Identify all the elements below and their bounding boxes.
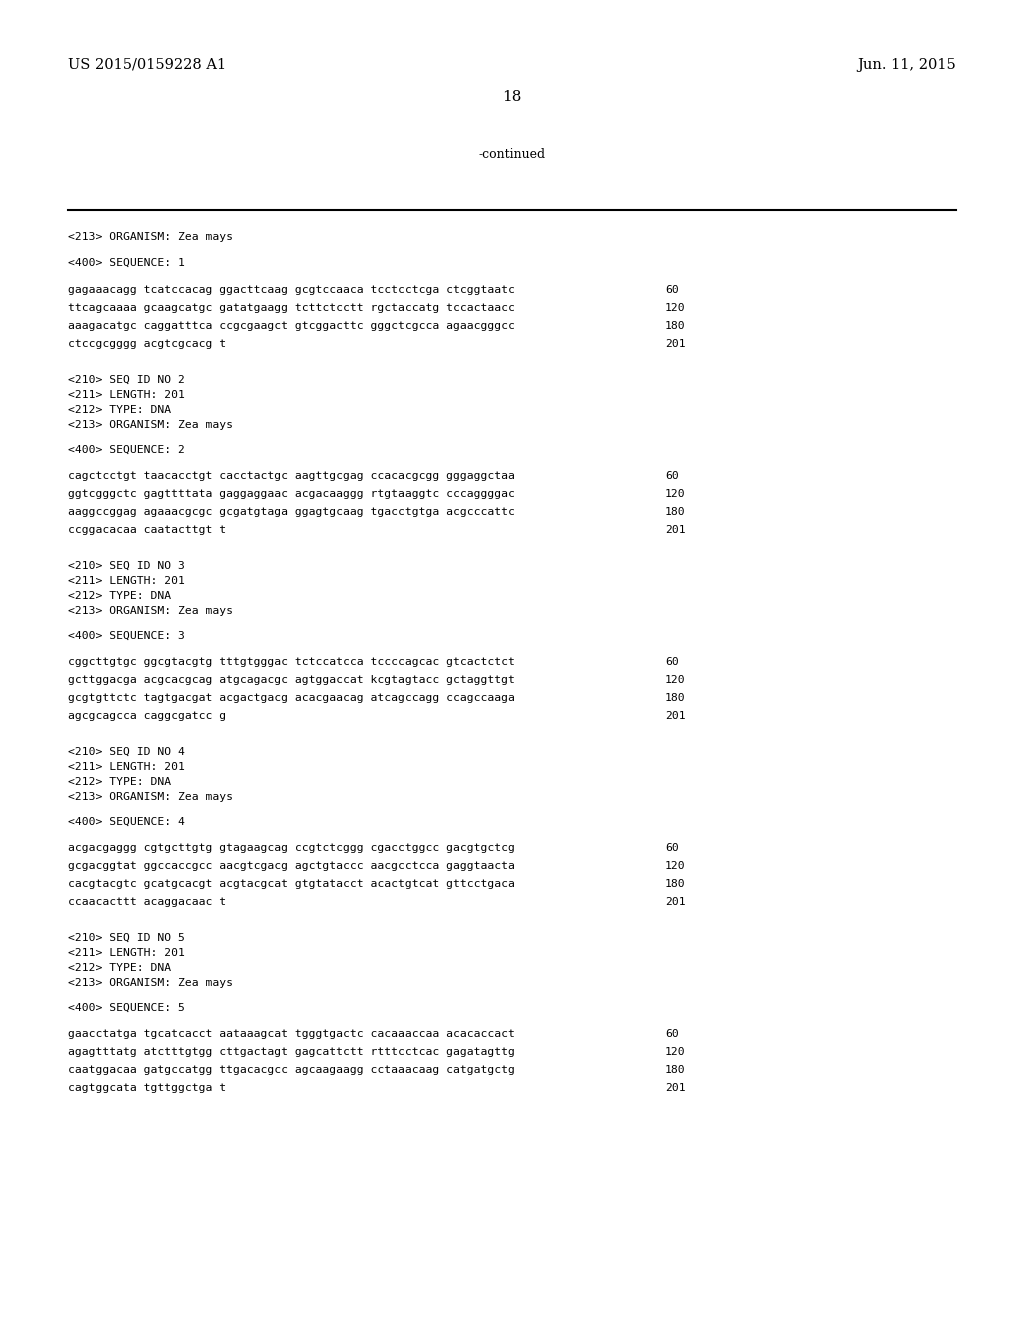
Text: 180: 180 (665, 321, 686, 331)
Text: <213> ORGANISM: Zea mays: <213> ORGANISM: Zea mays (68, 606, 233, 616)
Text: US 2015/0159228 A1: US 2015/0159228 A1 (68, 58, 226, 73)
Text: acgacgaggg cgtgcttgtg gtagaagcag ccgtctcggg cgacctggcc gacgtgctcg: acgacgaggg cgtgcttgtg gtagaagcag ccgtctc… (68, 843, 515, 853)
Text: cggcttgtgc ggcgtacgtg tttgtgggac tctccatcca tccccagcac gtcactctct: cggcttgtgc ggcgtacgtg tttgtgggac tctccat… (68, 657, 515, 667)
Text: <211> LENGTH: 201: <211> LENGTH: 201 (68, 576, 185, 586)
Text: gcttggacga acgcacgcag atgcagacgc agtggaccat kcgtagtacc gctaggttgt: gcttggacga acgcacgcag atgcagacgc agtggac… (68, 675, 515, 685)
Text: 201: 201 (665, 1082, 686, 1093)
Text: <210> SEQ ID NO 2: <210> SEQ ID NO 2 (68, 375, 185, 385)
Text: gcgtgttctc tagtgacgat acgactgacg acacgaacag atcagccagg ccagccaaga: gcgtgttctc tagtgacgat acgactgacg acacgaa… (68, 693, 515, 704)
Text: 60: 60 (665, 1030, 679, 1039)
Text: Jun. 11, 2015: Jun. 11, 2015 (857, 58, 956, 73)
Text: 120: 120 (665, 861, 686, 871)
Text: <213> ORGANISM: Zea mays: <213> ORGANISM: Zea mays (68, 420, 233, 430)
Text: <400> SEQUENCE: 2: <400> SEQUENCE: 2 (68, 445, 185, 455)
Text: <400> SEQUENCE: 3: <400> SEQUENCE: 3 (68, 631, 185, 642)
Text: ccggacacaa caatacttgt t: ccggacacaa caatacttgt t (68, 525, 226, 535)
Text: <212> TYPE: DNA: <212> TYPE: DNA (68, 405, 171, 414)
Text: 180: 180 (665, 693, 686, 704)
Text: ggtcgggctc gagttttata gaggaggaac acgacaaggg rtgtaaggtc cccaggggac: ggtcgggctc gagttttata gaggaggaac acgacaa… (68, 488, 515, 499)
Text: cagtggcata tgttggctga t: cagtggcata tgttggctga t (68, 1082, 226, 1093)
Text: -continued: -continued (478, 148, 546, 161)
Text: <212> TYPE: DNA: <212> TYPE: DNA (68, 777, 171, 787)
Text: <210> SEQ ID NO 5: <210> SEQ ID NO 5 (68, 933, 185, 942)
Text: <211> LENGTH: 201: <211> LENGTH: 201 (68, 948, 185, 958)
Text: 120: 120 (665, 304, 686, 313)
Text: <400> SEQUENCE: 1: <400> SEQUENCE: 1 (68, 257, 185, 268)
Text: 120: 120 (665, 675, 686, 685)
Text: <212> TYPE: DNA: <212> TYPE: DNA (68, 591, 171, 601)
Text: gaacctatga tgcatcacct aataaagcat tgggtgactc cacaaaccaa acacaccact: gaacctatga tgcatcacct aataaagcat tgggtga… (68, 1030, 515, 1039)
Text: <400> SEQUENCE: 4: <400> SEQUENCE: 4 (68, 817, 185, 828)
Text: <213> ORGANISM: Zea mays: <213> ORGANISM: Zea mays (68, 232, 233, 242)
Text: 180: 180 (665, 879, 686, 888)
Text: <400> SEQUENCE: 5: <400> SEQUENCE: 5 (68, 1003, 185, 1012)
Text: 201: 201 (665, 898, 686, 907)
Text: gagaaacagg tcatccacag ggacttcaag gcgtccaaca tcctcctcga ctcggtaatc: gagaaacagg tcatccacag ggacttcaag gcgtcca… (68, 285, 515, 294)
Text: cacgtacgtc gcatgcacgt acgtacgcat gtgtatacct acactgtcat gttcctgaca: cacgtacgtc gcatgcacgt acgtacgcat gtgtata… (68, 879, 515, 888)
Text: 201: 201 (665, 339, 686, 348)
Text: gcgacggtat ggccaccgcc aacgtcgacg agctgtaccc aacgcctcca gaggtaacta: gcgacggtat ggccaccgcc aacgtcgacg agctgta… (68, 861, 515, 871)
Text: <213> ORGANISM: Zea mays: <213> ORGANISM: Zea mays (68, 978, 233, 987)
Text: ttcagcaaaa gcaagcatgc gatatgaagg tcttctcctt rgctaccatg tccactaacc: ttcagcaaaa gcaagcatgc gatatgaagg tcttctc… (68, 304, 515, 313)
Text: <211> LENGTH: 201: <211> LENGTH: 201 (68, 762, 185, 772)
Text: caatggacaa gatgccatgg ttgacacgcc agcaagaagg cctaaacaag catgatgctg: caatggacaa gatgccatgg ttgacacgcc agcaaga… (68, 1065, 515, 1074)
Text: 120: 120 (665, 1047, 686, 1057)
Text: 60: 60 (665, 657, 679, 667)
Text: <211> LENGTH: 201: <211> LENGTH: 201 (68, 389, 185, 400)
Text: <213> ORGANISM: Zea mays: <213> ORGANISM: Zea mays (68, 792, 233, 803)
Text: 60: 60 (665, 843, 679, 853)
Text: 180: 180 (665, 507, 686, 517)
Text: cagctcctgt taacacctgt cacctactgc aagttgcgag ccacacgcgg gggaggctaa: cagctcctgt taacacctgt cacctactgc aagttgc… (68, 471, 515, 480)
Text: 201: 201 (665, 525, 686, 535)
Text: 120: 120 (665, 488, 686, 499)
Text: agcgcagcca caggcgatcc g: agcgcagcca caggcgatcc g (68, 711, 226, 721)
Text: ctccgcgggg acgtcgcacg t: ctccgcgggg acgtcgcacg t (68, 339, 226, 348)
Text: 18: 18 (503, 90, 521, 104)
Text: aaggccggag agaaacgcgc gcgatgtaga ggagtgcaag tgacctgtga acgcccattc: aaggccggag agaaacgcgc gcgatgtaga ggagtgc… (68, 507, 515, 517)
Text: agagtttatg atctttgtgg cttgactagt gagcattctt rtttcctcac gagatagttg: agagtttatg atctttgtgg cttgactagt gagcatt… (68, 1047, 515, 1057)
Text: 60: 60 (665, 285, 679, 294)
Text: <212> TYPE: DNA: <212> TYPE: DNA (68, 964, 171, 973)
Text: <210> SEQ ID NO 4: <210> SEQ ID NO 4 (68, 747, 185, 756)
Text: 60: 60 (665, 471, 679, 480)
Text: aaagacatgc caggatttca ccgcgaagct gtcggacttc gggctcgcca agaacgggcc: aaagacatgc caggatttca ccgcgaagct gtcggac… (68, 321, 515, 331)
Text: 180: 180 (665, 1065, 686, 1074)
Text: <210> SEQ ID NO 3: <210> SEQ ID NO 3 (68, 561, 185, 572)
Text: ccaacacttt acaggacaac t: ccaacacttt acaggacaac t (68, 898, 226, 907)
Text: 201: 201 (665, 711, 686, 721)
